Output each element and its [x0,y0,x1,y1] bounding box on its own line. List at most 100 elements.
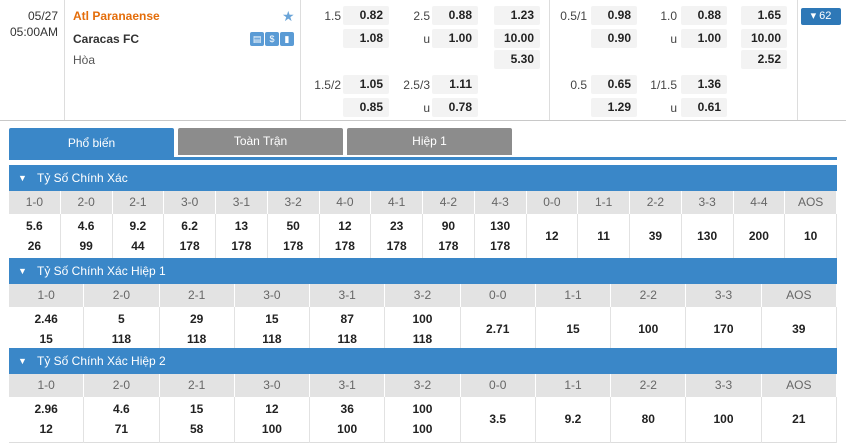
score-label: 2-0 [61,191,113,214]
draw-score-odds[interactable]: 80 [641,412,655,426]
score-label: 1-0 [9,284,85,307]
home-score-odds[interactable]: 100 [412,402,433,416]
stats-icon[interactable]: ▤ [250,32,264,46]
handicap-away-odds-1[interactable]: 1.08 [343,29,389,48]
away-score-odds[interactable]: 100 [412,422,433,436]
home-score-odds[interactable]: 2.46 [34,312,58,326]
h1-handicap-home-odds-2[interactable]: 0.65 [591,75,637,94]
home-score-odds[interactable]: 23 [389,219,404,233]
ou-under-odds-2[interactable]: 0.78 [432,98,478,117]
draw-score-odds[interactable]: 39 [792,322,806,336]
handicap-home-odds-1[interactable]: 0.82 [343,6,389,25]
tab-popular[interactable]: Phổ biến [9,128,174,158]
away-score-odds[interactable]: 100 [261,422,282,436]
h1-x12-away-odds[interactable]: 10.00 [741,29,787,48]
draw-score-odds[interactable]: 10 [803,229,818,243]
draw-score-odds[interactable]: 2.71 [486,322,510,336]
away-score-odds[interactable]: 178 [386,239,407,253]
home-score-odds[interactable]: 13 [234,219,249,233]
h1-x12-draw-odds[interactable]: 2.52 [741,50,787,69]
x12-draw-odds[interactable]: 5.30 [494,50,540,69]
dollar-icon[interactable]: $ [265,32,279,46]
away-score-odds[interactable]: 178 [334,239,355,253]
home-score-odds[interactable]: 87 [340,312,354,326]
away-score-odds[interactable]: 58 [189,422,204,436]
h1-handicap-away-odds-1[interactable]: 0.90 [591,29,637,48]
h1-x12-home-odds[interactable]: 1.65 [741,6,787,25]
away-score-odds[interactable]: 71 [114,422,129,436]
section-header[interactable]: ▼ Tỷ Số Chính Xác Hiệp 2 [9,348,837,374]
home-score-odds[interactable]: 90 [441,219,456,233]
ou-over-odds-1[interactable]: 0.88 [432,6,478,25]
h1-ou-over-odds-2[interactable]: 1.36 [681,75,727,94]
draw-score-odds[interactable]: 130 [697,229,718,243]
home-score-odds[interactable]: 50 [286,219,300,233]
draw-score-odds[interactable]: 12 [545,229,559,243]
away-score-odds[interactable]: 178 [490,239,511,253]
draw-score-odds[interactable]: 3.5 [489,412,507,426]
home-score-odds[interactable]: 15 [265,312,279,326]
away-score-odds[interactable]: 99 [79,239,93,253]
home-score-odds[interactable]: 12 [265,402,279,416]
draw-score-odds[interactable]: 21 [792,412,806,426]
tab-first-half[interactable]: Hiệp 1 [347,128,512,155]
draw-score-odds[interactable]: 11 [597,229,610,243]
ou-over-odds-2[interactable]: 1.11 [432,75,478,94]
home-score-odds[interactable]: 5 [118,312,125,326]
tab-full-match[interactable]: Toàn Trận [178,128,343,155]
away-score-odds[interactable]: 118 [412,332,433,346]
score-label: 3-3 [686,374,762,397]
home-score-odds[interactable]: 4.6 [77,219,95,233]
away-score-odds[interactable]: 118 [262,332,282,346]
more-bets-button[interactable]: ▾ 62 [801,8,841,25]
away-score-odds[interactable]: 118 [186,332,207,346]
x12-home-odds[interactable]: 1.23 [494,6,540,25]
draw-score-odds[interactable]: 15 [566,322,580,336]
home-score-odds[interactable]: 6.2 [181,219,198,233]
away-team-name[interactable]: Caracas FC [73,32,140,46]
away-score-odds[interactable]: 178 [283,239,304,253]
home-score-odds[interactable]: 2.96 [34,402,58,416]
h1-handicap-home-odds-1[interactable]: 0.98 [591,6,637,25]
away-score-odds[interactable]: 15 [39,332,53,346]
section-header[interactable]: ▼ Tỷ Số Chính Xác [9,165,837,191]
home-team-name[interactable]: Atl Paranaense [73,9,160,23]
home-score-odds[interactable]: 5.6 [26,219,43,233]
home-score-odds[interactable]: 29 [189,312,204,326]
away-score-odds[interactable]: 26 [27,239,42,253]
favorite-star-icon[interactable]: ★ [282,8,295,24]
handicap-away-odds-2[interactable]: 0.85 [343,98,389,117]
away-score-odds[interactable]: 44 [131,239,145,253]
section-header[interactable]: ▼ Tỷ Số Chính Xác Hiệp 1 [9,258,837,284]
home-score-odds[interactable]: 36 [340,402,354,416]
handicap-home-odds-2[interactable]: 1.05 [343,75,389,94]
home-score-odds[interactable]: 15 [189,402,204,416]
away-score-odds[interactable]: 178 [179,239,200,253]
chart-icon[interactable]: ▮ [280,32,294,46]
draw-score-odds[interactable]: 200 [748,229,769,243]
away-score-odds[interactable]: 118 [111,332,132,346]
draw-score-odds[interactable]: 9.2 [564,412,582,426]
draw-score-odds[interactable]: 39 [648,229,663,243]
away-score-odds[interactable]: 100 [337,422,358,436]
score-label: 3-1 [310,374,386,397]
x12-away-odds[interactable]: 10.00 [494,29,540,48]
away-score-odds[interactable]: 12 [39,422,53,436]
h1-ou-under-odds-1[interactable]: 1.00 [681,29,727,48]
home-score-odds[interactable]: 9.2 [129,219,147,233]
away-score-odds[interactable]: 178 [438,239,459,253]
draw-score-odds[interactable]: 170 [713,322,734,336]
h1-ou-over-odds-1[interactable]: 0.88 [681,6,727,25]
away-score-odds[interactable]: 118 [337,332,357,346]
home-score-odds[interactable]: 100 [412,312,433,326]
home-score-odds[interactable]: 130 [490,219,511,233]
home-score-odds[interactable]: 12 [338,219,352,233]
ou-under-odds-1[interactable]: 1.00 [432,29,478,48]
h1-handicap-away-odds-2[interactable]: 1.29 [591,98,637,117]
odds-cell: 2.71 [461,307,536,353]
draw-score-odds[interactable]: 100 [713,412,734,426]
away-score-odds[interactable]: 178 [231,239,252,253]
draw-score-odds[interactable]: 100 [638,322,659,336]
home-score-odds[interactable]: 4.6 [113,402,130,416]
h1-ou-under-odds-2[interactable]: 0.61 [681,98,727,117]
